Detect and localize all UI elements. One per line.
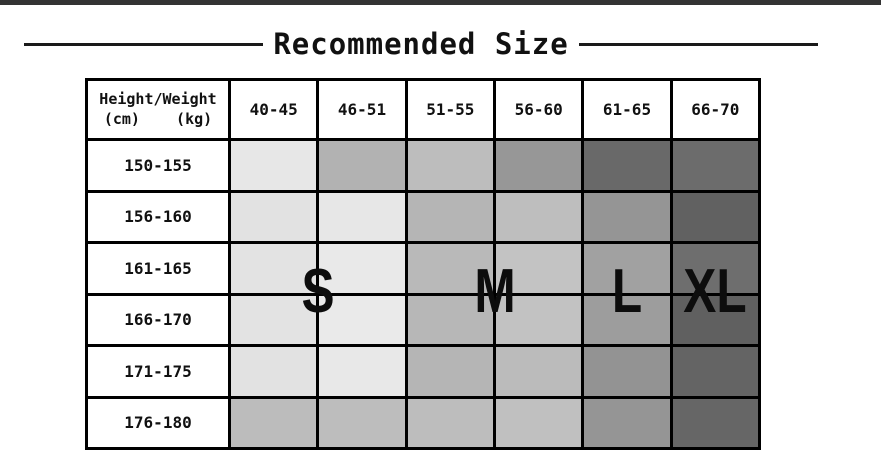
size-cell-r5c4 [584, 398, 670, 447]
size-cell-r4c4 [584, 347, 670, 396]
corner-header-cell: Height/Weight (cm) (kg) [88, 81, 228, 138]
height-row-label-5: 176-180 [88, 398, 228, 447]
height-row-label-2: 161-165 [88, 244, 228, 293]
size-cell-r1c4 [584, 192, 670, 241]
height-row-label-1: 156-160 [88, 192, 228, 241]
size-cell-r1c2 [407, 192, 493, 241]
size-cell-r0c3 [496, 141, 582, 190]
size-cell-r1c5 [672, 192, 758, 241]
corner-line2: (cm) (kg) [103, 109, 213, 128]
size-cell-r0c2 [407, 141, 493, 190]
height-row-label-3: 166-170 [88, 295, 228, 344]
size-cell-r2c3 [496, 244, 582, 293]
weight-header-3: 56-60 [496, 81, 582, 138]
height-row-label-0: 150-155 [88, 141, 228, 190]
size-cell-r5c5 [672, 398, 758, 447]
size-cell-r3c0 [231, 295, 317, 344]
weight-header-4: 61-65 [584, 81, 670, 138]
size-cell-r2c0 [231, 244, 317, 293]
size-cell-r2c5 [672, 244, 758, 293]
size-cell-r4c2 [407, 347, 493, 396]
size-cell-r5c0 [231, 398, 317, 447]
weight-header-0: 40-45 [231, 81, 317, 138]
title-right-rule [578, 42, 819, 46]
size-table: Height/Weight (cm) (kg) 40-45 46-51 51-55 5… [85, 78, 761, 450]
size-table-grid: Height/Weight (cm) (kg) 40-45 46-51 51-55 5… [85, 78, 761, 450]
size-cell-r2c2 [407, 244, 493, 293]
size-cell-r3c4 [584, 295, 670, 344]
weight-header-5: 66-70 [672, 81, 758, 138]
weight-header-2: 51-55 [407, 81, 493, 138]
size-cell-r4c5 [672, 347, 758, 396]
size-cell-r3c2 [407, 295, 493, 344]
size-cell-r0c0 [231, 141, 317, 190]
size-cell-r1c3 [496, 192, 582, 241]
size-cell-r1c0 [231, 192, 317, 241]
size-cell-r3c3 [496, 295, 582, 344]
size-cell-r1c1 [319, 192, 405, 241]
size-cell-r4c1 [319, 347, 405, 396]
size-cell-r3c5 [672, 295, 758, 344]
size-cell-r5c2 [407, 398, 493, 447]
weight-header-1: 46-51 [319, 81, 405, 138]
size-cell-r0c4 [584, 141, 670, 190]
size-cell-r5c3 [496, 398, 582, 447]
size-cell-r2c4 [584, 244, 670, 293]
size-cell-r5c1 [319, 398, 405, 447]
size-cell-r2c1 [319, 244, 405, 293]
size-cell-r0c1 [319, 141, 405, 190]
title-row: Recommended Size [24, 27, 819, 61]
size-cell-r3c1 [319, 295, 405, 344]
page-title: Recommended Size [273, 27, 569, 61]
title-left-rule [24, 42, 264, 46]
top-crop-bar [0, 0, 881, 5]
size-cell-r0c5 [672, 141, 758, 190]
corner-line1: Height/Weight [99, 90, 217, 108]
height-row-label-4: 171-175 [88, 347, 228, 396]
size-cell-r4c0 [231, 347, 317, 396]
size-cell-r4c3 [496, 347, 582, 396]
